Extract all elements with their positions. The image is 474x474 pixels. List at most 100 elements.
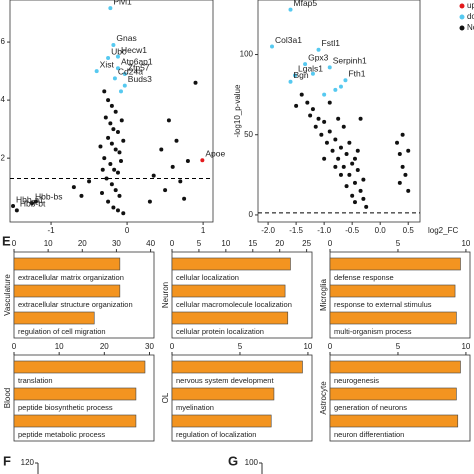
bar xyxy=(13,360,146,374)
y-tick-label: 4 xyxy=(1,95,6,104)
point xyxy=(14,208,19,213)
point xyxy=(338,172,343,177)
point xyxy=(106,135,111,140)
point xyxy=(350,161,355,166)
point xyxy=(344,151,349,156)
point xyxy=(106,56,111,61)
point-label: Ubc xyxy=(111,46,127,56)
point-label: Cd24a xyxy=(118,67,143,77)
point xyxy=(347,172,352,177)
category-label: extracellular structure organization xyxy=(18,300,133,309)
point xyxy=(352,156,357,161)
point xyxy=(112,76,117,81)
point xyxy=(113,188,118,193)
point xyxy=(327,129,332,134)
point xyxy=(316,47,321,52)
x-tick-label: 0 xyxy=(170,239,175,248)
point xyxy=(200,158,205,163)
x-tick-label: -1 xyxy=(47,226,55,235)
point xyxy=(397,180,402,185)
y-axis-label: -log10_p-value xyxy=(233,84,242,137)
legend-swatch xyxy=(459,25,465,31)
legend-swatch xyxy=(459,14,465,20)
point-label: Hecw1 xyxy=(121,45,147,55)
x-tick-label: 0 xyxy=(328,239,333,248)
point-label: Xist xyxy=(100,59,115,69)
x-tick-label: -1.0 xyxy=(317,226,331,235)
category-label: translation xyxy=(18,376,53,385)
point xyxy=(270,44,275,49)
point-label: Fth1 xyxy=(348,68,365,78)
point xyxy=(336,156,341,161)
y-tick-label: 100 xyxy=(240,50,254,59)
point xyxy=(119,89,124,94)
point xyxy=(352,200,357,205)
x-tick-label: 30 xyxy=(112,239,121,248)
point xyxy=(358,116,363,121)
x-tick-label: 0 xyxy=(12,239,17,248)
point-label: Fstl1 xyxy=(322,38,341,48)
point xyxy=(121,138,126,143)
point xyxy=(71,185,76,190)
point xyxy=(316,116,321,121)
point xyxy=(352,180,357,185)
bar xyxy=(329,284,456,298)
legend-swatch xyxy=(459,3,465,9)
point xyxy=(122,83,127,88)
bar xyxy=(329,360,461,374)
panel-name: Microglia xyxy=(319,278,328,311)
point xyxy=(361,196,366,201)
x-tick-label: 40 xyxy=(146,239,155,248)
category-label: regulation of cell migration xyxy=(18,327,106,336)
bar xyxy=(329,387,457,401)
panel-letter: E xyxy=(2,233,11,248)
point xyxy=(111,42,116,47)
category-label: peptide metabolic process xyxy=(18,430,105,439)
point xyxy=(117,193,122,198)
point-label: Buds3 xyxy=(128,74,152,84)
point xyxy=(115,54,120,59)
point xyxy=(313,124,318,129)
x-tick-label: 5 xyxy=(396,239,401,248)
point xyxy=(103,115,108,120)
point xyxy=(308,113,313,118)
point xyxy=(106,199,111,204)
x-tick-label: 10 xyxy=(221,239,230,248)
point xyxy=(113,147,118,152)
y-tick-label: 0 xyxy=(249,210,254,219)
category-label: response to external stimulus xyxy=(334,300,432,309)
point xyxy=(122,72,127,76)
point xyxy=(102,156,107,161)
panel-name: Blood xyxy=(3,388,12,408)
point xyxy=(193,80,198,85)
x-tick-label: -2.0 xyxy=(261,226,275,235)
point xyxy=(319,132,324,137)
y-tick-label: 100 xyxy=(245,458,259,467)
y-tick-label: 120 xyxy=(21,458,35,467)
point xyxy=(310,71,315,76)
category-label: extracellular matrix organization xyxy=(18,273,124,282)
x-tick-label: 15 xyxy=(248,239,257,248)
x-tick-label: 5 xyxy=(197,239,202,248)
point-label: Bgn xyxy=(294,70,309,80)
y-tick-label: 6 xyxy=(1,37,6,46)
category-label: cellular localization xyxy=(176,273,239,282)
point-label: Gpx3 xyxy=(308,52,329,62)
point xyxy=(104,176,109,181)
category-label: neurogenesis xyxy=(334,376,379,385)
point xyxy=(338,145,343,150)
point xyxy=(115,170,120,175)
point xyxy=(299,92,304,97)
point xyxy=(111,205,116,210)
point-label: Mfap5 xyxy=(294,0,318,8)
x-tick-label: 0.0 xyxy=(375,226,387,235)
point xyxy=(344,184,349,189)
bar xyxy=(13,414,137,428)
point xyxy=(100,167,105,172)
point xyxy=(108,121,113,126)
point-label: Atp6ap1 xyxy=(121,56,153,66)
point xyxy=(347,140,352,145)
point-label: Col3a1 xyxy=(275,35,302,45)
point xyxy=(343,78,348,83)
